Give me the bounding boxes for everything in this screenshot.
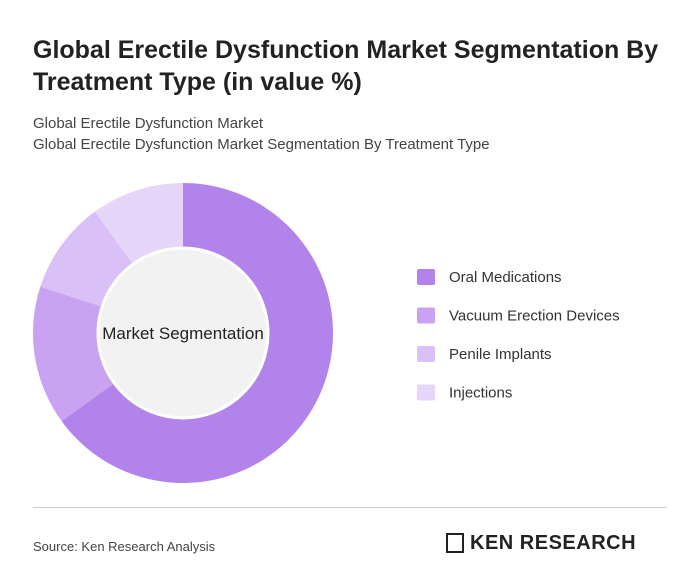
subtitle: Global Erectile Dysfunction Market xyxy=(33,115,264,132)
source: Source: Ken Research Analysis xyxy=(33,539,216,554)
center-label: Market Segmentation xyxy=(102,324,264,343)
chart-title: Global Erectile Dysfunction Market Segme… xyxy=(33,36,659,96)
logo-text: KEN RESEARCH xyxy=(470,532,637,554)
divider xyxy=(33,507,667,508)
donut-hole xyxy=(96,246,270,420)
legend-label: Oral Medications xyxy=(449,269,562,286)
subtitle: Global Erectile Dysfunction Market Segme… xyxy=(33,136,490,153)
logo: KEN RESEARCH xyxy=(446,532,636,555)
legend-swatch xyxy=(417,384,435,401)
legend-swatch xyxy=(417,269,435,285)
legend-label: Vacuum Erection Devices xyxy=(449,308,620,325)
legend-swatch xyxy=(417,307,435,324)
chart: Market Segmentation Oral Medications Vacuu… xyxy=(33,183,620,484)
legend-swatch xyxy=(417,346,435,362)
logo-icon xyxy=(446,533,464,553)
legend-label: Penile Implants xyxy=(449,346,552,363)
legend-label: Injections xyxy=(449,385,512,402)
